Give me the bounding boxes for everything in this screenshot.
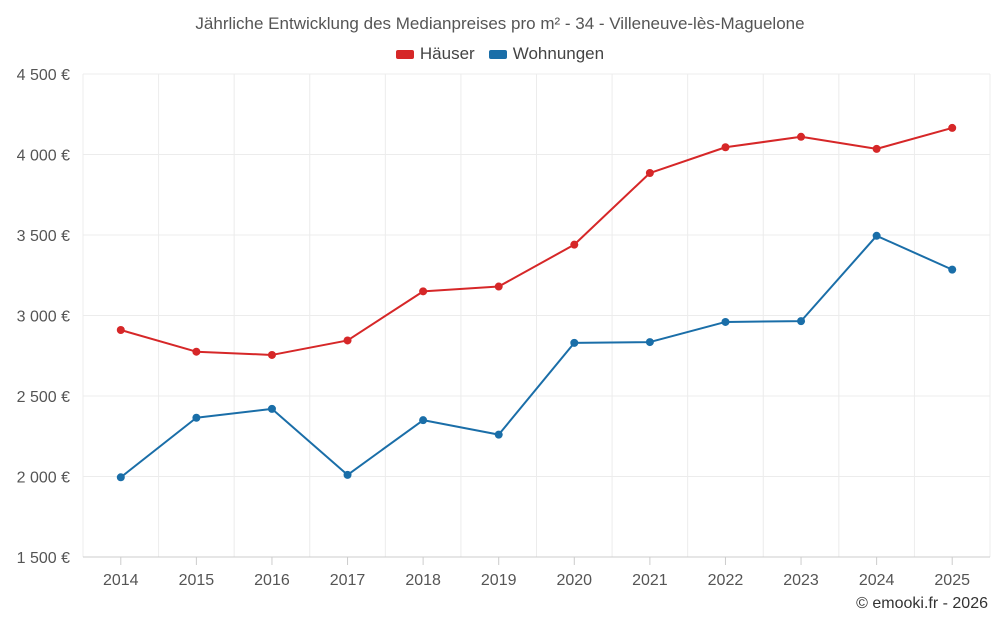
data-point-wohnungen [872,231,881,240]
x-tick-label: 2021 [632,572,668,589]
x-tick-label: 2022 [708,572,744,589]
legend-item-wohnungen[interactable]: Wohnungen [488,44,605,64]
x-tick-label: 2015 [179,572,215,589]
y-tick-label: 4 000 € [17,148,70,165]
data-point-wohnungen [192,413,201,422]
x-tick-label: 2025 [934,572,970,589]
data-point-wohnungen [721,317,730,326]
y-tick-label: 2 000 € [17,470,70,487]
data-point-wohnungen [419,416,428,425]
data-point-wohnungen [948,265,957,274]
x-tick-label: 2017 [330,572,366,589]
x-tick-label: 2014 [103,572,139,589]
x-tick-label: 2020 [556,572,592,589]
x-tick-label: 2024 [859,572,895,589]
y-tick-label: 2 500 € [17,389,70,406]
data-point-haeuser [116,325,125,334]
y-tick-label: 4 500 € [17,67,70,84]
data-point-haeuser [872,144,881,153]
data-point-wohnungen [267,404,276,413]
legend-swatch-haeuser [395,49,414,59]
data-point-wohnungen [494,430,503,439]
x-tick-label: 2016 [254,572,290,589]
data-point-haeuser [192,347,201,356]
x-tick-label: 2018 [405,572,441,589]
data-point-haeuser [797,132,806,141]
data-point-haeuser [721,143,730,152]
legend: Häuser Wohnungen [0,44,1000,64]
legend-swatch-wohnungen [488,49,507,59]
copyright: © emooki.fr - 2026 [856,595,988,612]
x-tick-label: 2019 [481,572,517,589]
data-point-haeuser [267,350,276,359]
data-point-wohnungen [645,338,654,347]
y-tick-label: 1 500 € [17,550,70,567]
data-point-wohnungen [343,470,352,479]
y-tick-label: 3 500 € [17,228,70,245]
data-point-haeuser [494,282,503,291]
data-point-wohnungen [797,317,806,326]
data-point-haeuser [343,336,352,345]
legend-label-wohnungen: Wohnungen [512,44,605,63]
data-point-wohnungen [116,473,125,482]
y-tick-label: 3 000 € [17,309,70,326]
series-line-wohnungen [120,234,953,479]
data-point-haeuser [645,169,654,178]
data-point-wohnungen [570,338,579,347]
data-point-haeuser [419,287,428,296]
series-line-haeuser [120,126,953,356]
data-point-haeuser [948,123,957,132]
legend-label-haeuser: Häuser [419,44,475,63]
data-point-haeuser [570,240,579,249]
x-tick-label: 2023 [783,572,819,589]
chart-title: Jährliche Entwicklung des Medianpreises … [195,14,805,33]
legend-item-haeuser[interactable]: Häuser [395,44,475,64]
